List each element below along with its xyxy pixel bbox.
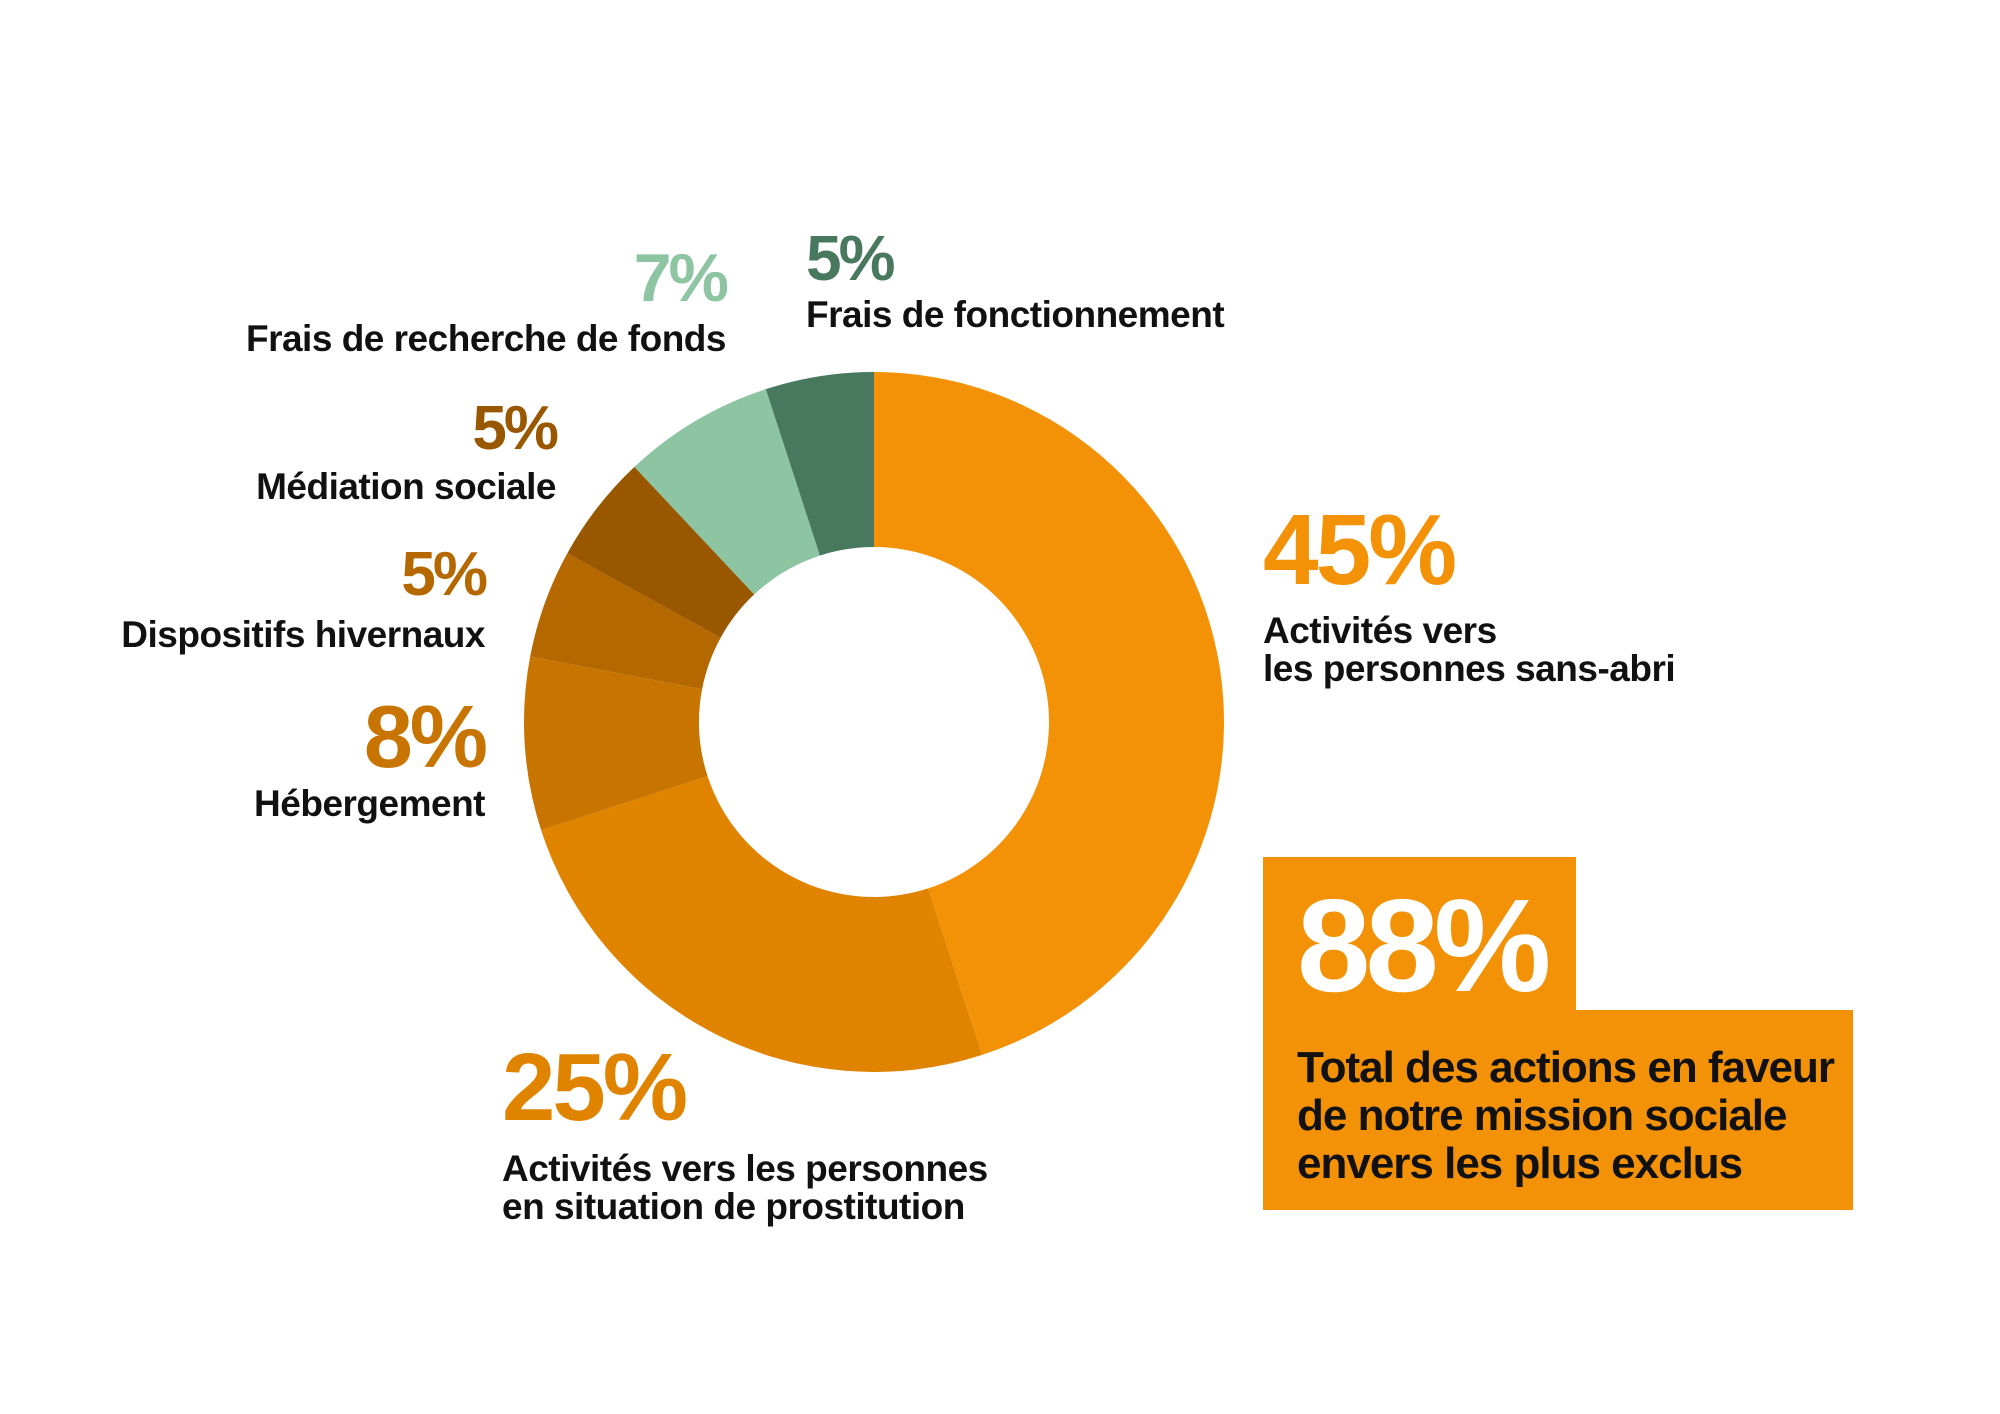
label-hivernaux: 5% Dispositifs hivernaux xyxy=(121,540,488,655)
donut-slice-5 xyxy=(634,389,820,595)
total-value: 88% xyxy=(1297,872,1551,1019)
total-box-top xyxy=(1263,857,1576,1017)
label-hebergement: 8% Hébergement xyxy=(254,687,488,824)
pct-hivernaux: 5% xyxy=(401,540,488,609)
label-prostitution: 25% Activités vers les personnes en situ… xyxy=(502,1040,988,1226)
total-box xyxy=(1263,1010,1853,1210)
name-recherche-fonds: Frais de recherche de fonds xyxy=(245,318,727,359)
label-fonctionnement: 5% Frais de fonctionnement xyxy=(806,222,1225,335)
name-prostitution: Activités vers les personnes en situatio… xyxy=(502,1148,988,1227)
donut-slice-2 xyxy=(524,656,708,831)
label-mediation: 5% Médiation sociale xyxy=(256,394,559,507)
label-sans-abri: 45% Activités vers les personnes sans-ab… xyxy=(1263,494,1676,689)
donut-slice-3 xyxy=(530,553,721,690)
total-label: Total des actions en faveur de notre mis… xyxy=(1297,1043,1835,1188)
pct-hebergement: 8% xyxy=(363,687,488,786)
name-fonctionnement: Frais de fonctionnement xyxy=(806,294,1225,335)
name-mediation: Médiation sociale xyxy=(256,466,556,507)
pct-prostitution: 25% xyxy=(502,1034,688,1141)
name-hebergement: Hébergement xyxy=(254,783,485,824)
pct-mediation: 5% xyxy=(472,394,559,463)
donut-slice-6 xyxy=(765,372,874,556)
pct-sans-abri: 45% xyxy=(1263,494,1457,606)
donut-slice-4 xyxy=(567,466,755,638)
label-recherche-fonds: 7% Frais de recherche de fonds xyxy=(245,240,729,359)
name-sans-abri: Activités vers les personnes sans-abri xyxy=(1263,610,1676,689)
donut-slice-1 xyxy=(541,776,983,1072)
pct-fonctionnement: 5% xyxy=(806,222,896,294)
name-hivernaux: Dispositifs hivernaux xyxy=(121,614,485,655)
pct-recherche-fonds: 7% xyxy=(633,240,729,316)
donut-slice-0 xyxy=(874,372,1224,1055)
